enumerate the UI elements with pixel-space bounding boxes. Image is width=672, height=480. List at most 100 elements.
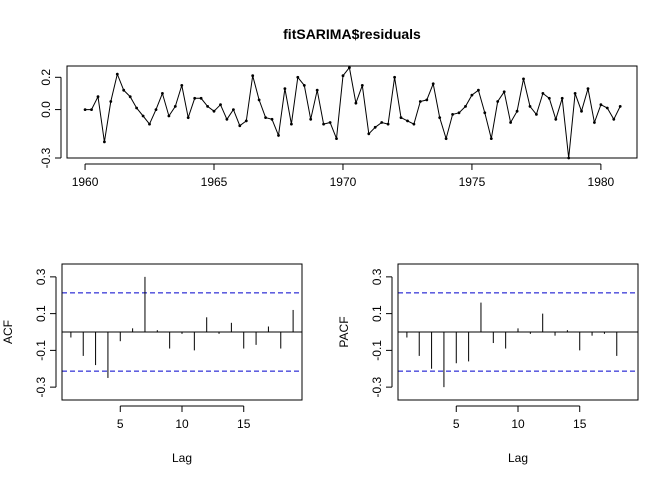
residuals-y-tick-label-2: 0.2 [39, 69, 53, 86]
pacf-y-tick-label-0: -0.3 [370, 376, 384, 397]
residual-point-42 [348, 66, 351, 69]
acf-y-tick-label-3: 0.3 [34, 268, 48, 285]
residual-point-72 [541, 92, 545, 95]
pacf-x-axis-label: Lag [508, 451, 528, 465]
residual-point-22 [219, 103, 222, 107]
residual-point-40 [335, 137, 338, 141]
residual-point-84 [618, 105, 622, 108]
pacf-y-axis: -0.3 -0.1 0.1 0.3 [370, 268, 393, 397]
residual-point-20 [206, 105, 210, 108]
residuals-x-tick-label-1970: 1970 [330, 175, 357, 189]
residuals-x-tick-label-1960: 1960 [72, 175, 99, 189]
residual-point-73 [547, 96, 551, 100]
residual-point-29 [264, 116, 267, 119]
residual-point-46 [373, 125, 377, 129]
acf-y-axis-label: ACF [1, 320, 15, 344]
residual-point-44 [360, 84, 364, 87]
residual-point-4 [103, 140, 106, 144]
residual-point-65 [496, 100, 500, 103]
acf-y-tick-label-0: -0.3 [34, 376, 48, 397]
residual-point-78 [580, 109, 583, 113]
residual-point-35 [302, 84, 306, 87]
residual-point-47 [380, 121, 384, 124]
residual-point-21 [212, 109, 216, 113]
residual-point-50 [399, 116, 403, 119]
residual-point-55 [431, 82, 435, 86]
residual-point-16 [180, 84, 184, 87]
residual-point-19 [199, 96, 203, 100]
residual-point-28 [257, 98, 261, 102]
acf-panel: 5 10 15 -0.3 -0.1 0.1 0.3 Lag ACF [1, 263, 303, 465]
residual-point-57 [444, 137, 448, 141]
residual-point-5 [109, 100, 113, 103]
acf-x-tick-label-5: 5 [117, 417, 124, 431]
residual-point-36 [309, 117, 313, 121]
acf-y-tick-label-2: 0.1 [34, 305, 48, 322]
residual-point-24 [232, 108, 235, 111]
residual-point-26 [244, 119, 248, 123]
residuals-x-tick-label-1975: 1975 [459, 175, 486, 189]
residual-point-33 [290, 122, 293, 126]
residual-point-61 [470, 93, 474, 97]
residuals-time-series-panel: 1960 1965 1970 1975 1980 -0.3 0.0 0.2 [39, 65, 638, 189]
residual-point-8 [128, 95, 132, 99]
residual-point-52 [412, 122, 416, 126]
residual-point-79 [586, 87, 590, 90]
residual-point-69 [522, 77, 525, 81]
residuals-x-axis: 1960 1965 1970 1975 1980 [72, 163, 615, 189]
residual-point-59 [457, 111, 461, 115]
residual-point-63 [483, 111, 487, 115]
residual-point-74 [554, 117, 558, 121]
residual-point-64 [489, 137, 493, 141]
acf-plot-frame [61, 263, 303, 401]
acf-y-tick-label-1: -0.1 [34, 340, 48, 361]
pacf-y-axis-label: PACF [337, 316, 351, 347]
pacf-panel: 5 10 15 -0.3 -0.1 0.1 0.3 Lag PACF [337, 263, 639, 465]
residual-point-15 [173, 105, 177, 108]
residual-point-34 [296, 75, 300, 79]
residual-point-48 [386, 122, 390, 126]
residuals-marks [83, 66, 622, 160]
residual-point-45 [367, 132, 371, 136]
residual-point-10 [141, 114, 145, 118]
residuals-series-line [85, 66, 621, 159]
residual-point-9 [135, 106, 139, 110]
residual-point-51 [406, 119, 409, 123]
acf-x-axis-label: Lag [172, 451, 192, 465]
residual-point-7 [122, 88, 126, 92]
residual-point-3 [96, 95, 100, 99]
residual-point-1 [83, 108, 87, 111]
residual-point-6 [115, 72, 119, 76]
residuals-x-tick-label-1980: 1980 [588, 175, 615, 189]
pacf-x-axis: 5 10 15 [453, 405, 587, 431]
residual-point-56 [438, 116, 442, 119]
residual-point-66 [502, 90, 506, 94]
residual-point-23 [225, 117, 229, 121]
residual-point-68 [515, 109, 519, 113]
residuals-x-tick-label-1965: 1965 [201, 175, 228, 189]
residual-point-11 [148, 122, 151, 126]
acf-y-axis: -0.3 -0.1 0.1 0.3 [34, 268, 57, 397]
acf-x-axis: 5 10 15 [117, 405, 251, 431]
pacf-marks [398, 292, 638, 388]
pacf-y-tick-label-2: 0.1 [370, 305, 384, 322]
residual-point-12 [154, 108, 158, 111]
residuals-y-tick-label-0: -0.3 [39, 147, 53, 168]
residuals-plot-title: fitSARIMA$residuals [283, 26, 421, 42]
residual-point-38 [322, 122, 325, 126]
residual-point-75 [560, 96, 564, 100]
residual-point-39 [328, 121, 332, 124]
pacf-x-tick-label-15: 15 [573, 417, 587, 431]
residual-point-37 [315, 88, 319, 92]
pacf-x-tick-label-5: 5 [453, 417, 460, 431]
residual-point-54 [425, 98, 429, 102]
residual-point-71 [535, 113, 538, 116]
residual-point-53 [418, 100, 422, 103]
residual-point-62 [477, 88, 480, 92]
residual-point-17 [186, 116, 190, 119]
residual-point-18 [193, 96, 197, 100]
residual-point-70 [528, 105, 532, 108]
residual-point-81 [599, 103, 603, 107]
residual-point-30 [270, 117, 274, 121]
